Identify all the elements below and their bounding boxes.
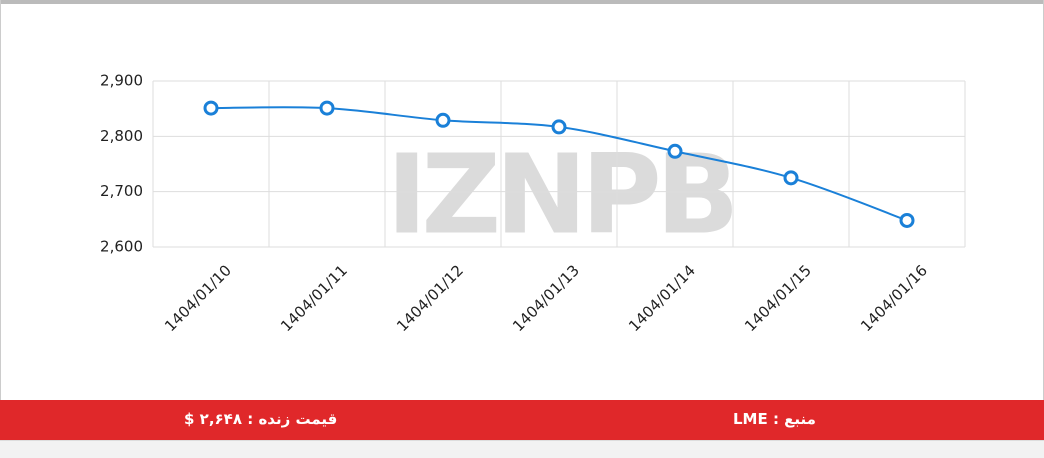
x-tick-label: 1404/01/16 — [857, 261, 931, 335]
x-tick-label: 1404/01/12 — [393, 261, 467, 335]
point — [319, 100, 335, 116]
point — [435, 112, 451, 128]
x-tick-label: 1404/01/11 — [277, 261, 351, 335]
x-tick-label: 1404/01/13 — [509, 261, 583, 335]
y-tick-label: 2,600 — [100, 238, 143, 256]
y-tick-label: 2,800 — [100, 127, 143, 145]
x-tick-label: 1404/01/15 — [741, 261, 815, 335]
point — [551, 119, 567, 135]
point — [899, 212, 915, 228]
live-price: قیمت زنده : ۲,۶۴۸ $ — [184, 410, 338, 428]
source: منبع : LME — [733, 410, 816, 428]
x-tick-label: 1404/01/10 — [161, 261, 235, 335]
point — [667, 143, 683, 159]
point — [203, 100, 219, 116]
point — [783, 170, 799, 186]
y-tick-label: 2,700 — [100, 182, 143, 200]
y-tick-label: 2,900 — [100, 72, 143, 90]
footer: قیمت زنده : ۲,۶۴۸ $ منبع : LME — [0, 400, 1044, 440]
top-bar — [0, 0, 1044, 4]
bottom-strip — [0, 440, 1044, 458]
x-tick-label: 1404/01/14 — [625, 261, 699, 335]
